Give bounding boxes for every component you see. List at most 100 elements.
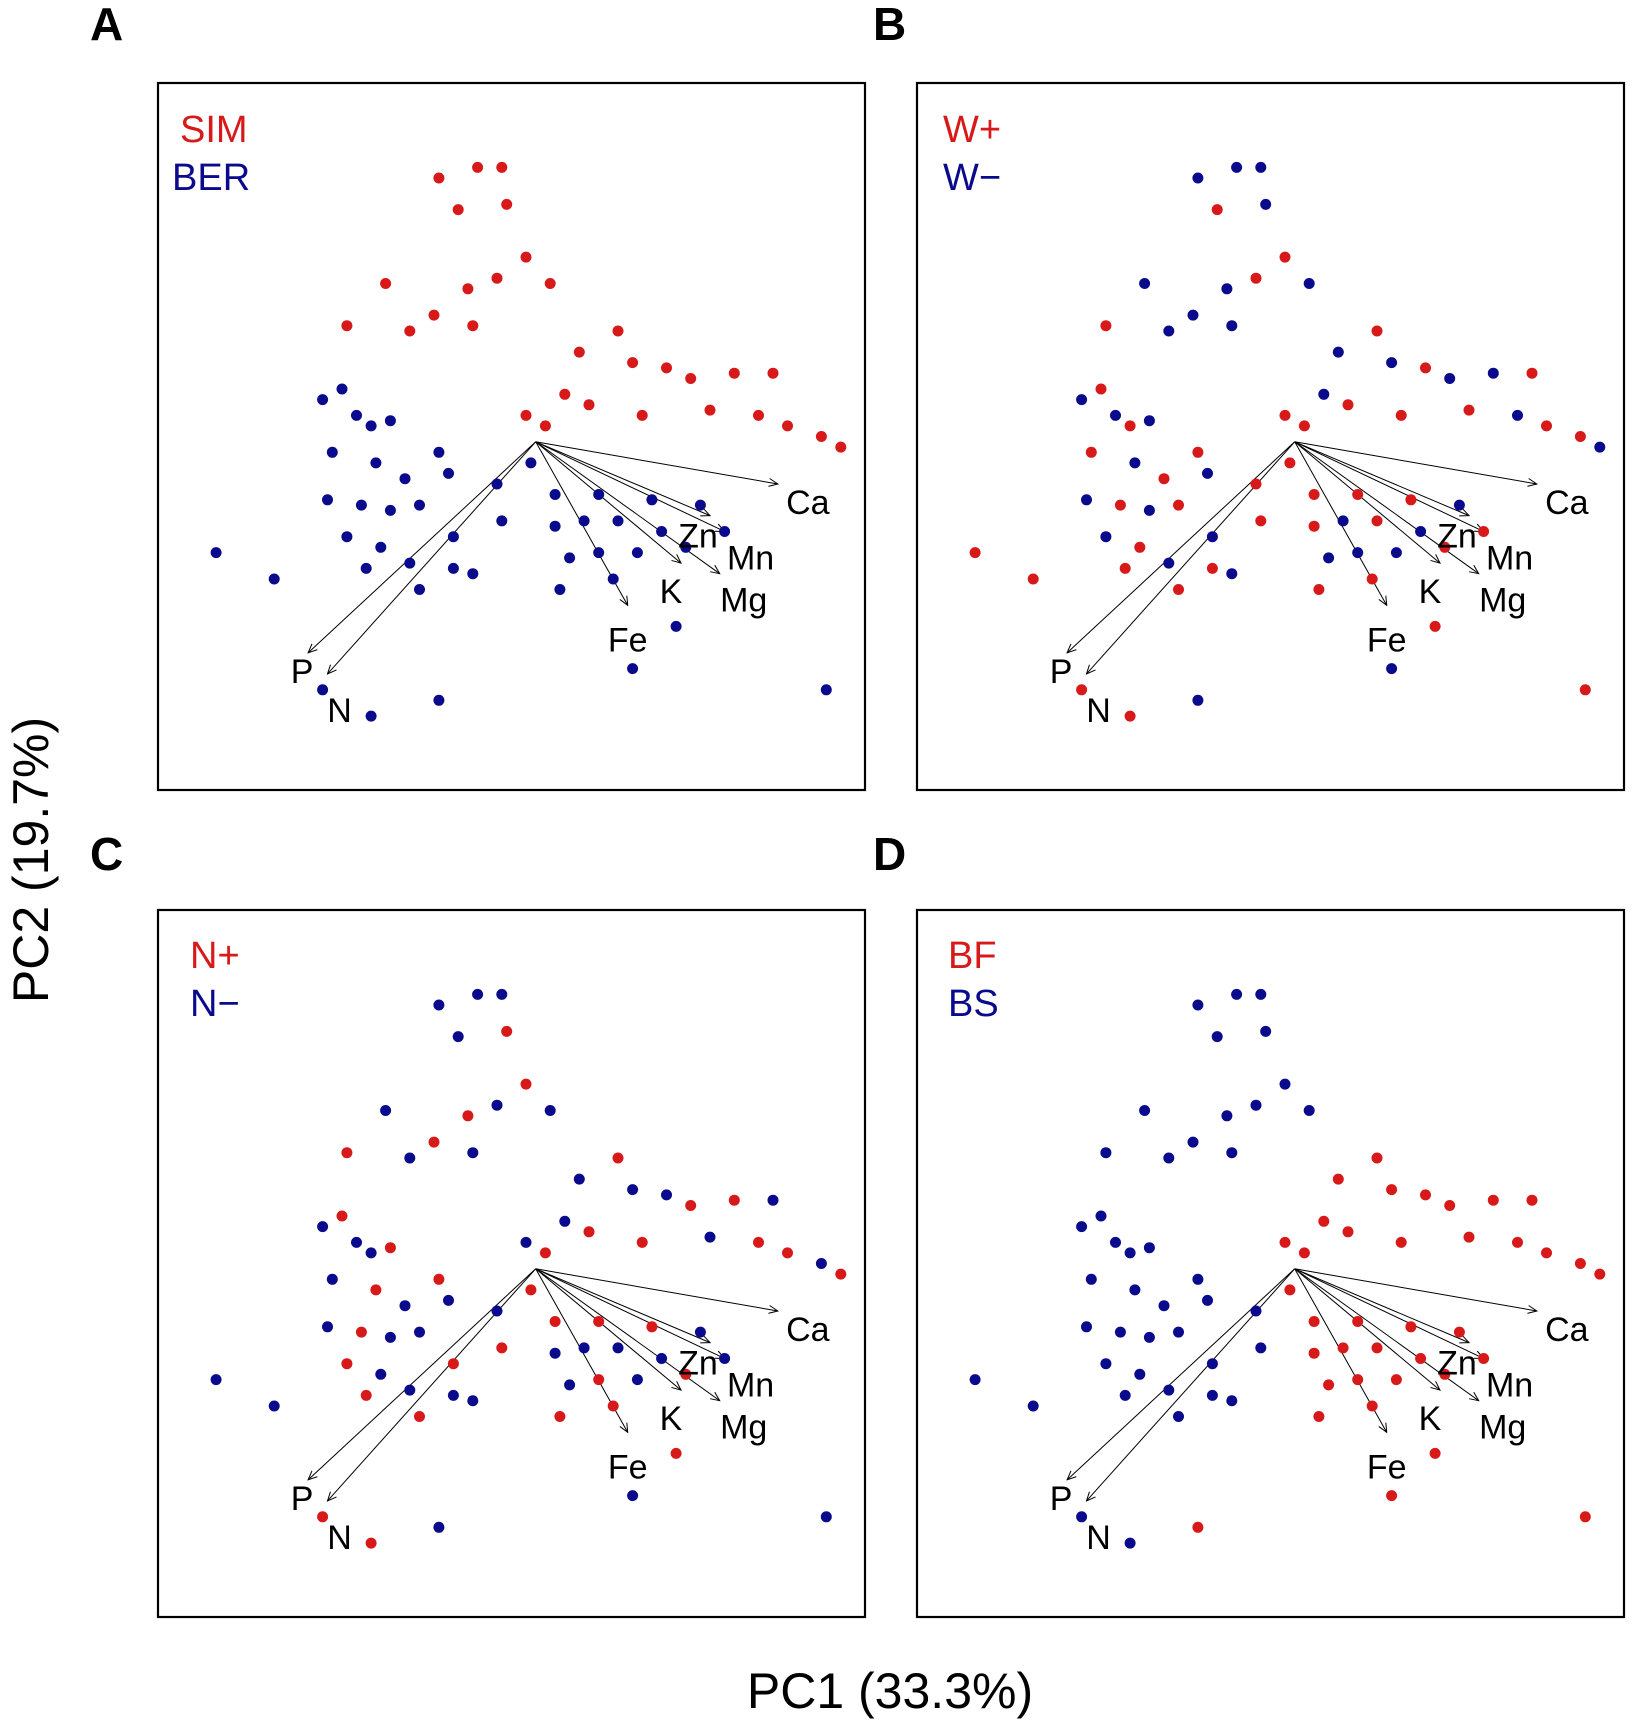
data-point <box>1487 367 1499 379</box>
data-point <box>452 1031 464 1043</box>
data-point <box>1415 1353 1427 1364</box>
data-point <box>680 1368 692 1380</box>
data-point <box>1318 388 1330 400</box>
data-point <box>1139 278 1151 289</box>
data-point <box>443 467 454 479</box>
plot-frame <box>156 81 867 792</box>
data-point <box>414 1411 425 1422</box>
loading-arrows <box>1067 441 1537 674</box>
data-point <box>719 1353 731 1364</box>
data-point <box>351 1236 362 1248</box>
loading-arrow-ca <box>535 441 778 484</box>
data-point <box>704 404 716 416</box>
data-point <box>1444 373 1456 384</box>
data-point <box>578 1342 590 1354</box>
data-point <box>1173 499 1184 511</box>
data-point <box>1143 504 1155 516</box>
loading-label-ca: Ca <box>786 1311 830 1349</box>
loading-arrow-p <box>308 441 537 653</box>
data-point <box>317 394 329 406</box>
data-point <box>1202 467 1213 479</box>
data-point <box>1129 1284 1141 1296</box>
data-point <box>326 446 338 458</box>
data-point <box>1308 1347 1320 1359</box>
data-point <box>433 999 445 1011</box>
data-point <box>467 320 479 332</box>
data-point <box>341 1147 353 1159</box>
data-point <box>1250 1099 1262 1111</box>
data-point <box>268 573 280 585</box>
loading-label-k: K <box>660 1400 683 1438</box>
data-point <box>1478 526 1490 537</box>
data-point <box>1371 515 1383 527</box>
loading-arrow-p <box>308 1268 537 1480</box>
data-point <box>1390 547 1402 559</box>
data-point <box>1192 1521 1204 1533</box>
data-point <box>1405 1321 1417 1333</box>
data-point <box>554 1411 566 1422</box>
plot-frame <box>915 81 1626 792</box>
data-point <box>1371 325 1383 337</box>
data-point <box>680 541 692 553</box>
loading-arrow-k <box>535 1268 681 1390</box>
data-point <box>1487 1194 1499 1206</box>
data-point <box>1453 1326 1465 1338</box>
data-point <box>1255 1342 1267 1354</box>
data-point <box>1342 399 1354 411</box>
data-point <box>1386 663 1398 675</box>
data-point <box>1163 325 1175 337</box>
data-point <box>375 541 387 553</box>
data-point <box>753 409 764 421</box>
loading-label-k: K <box>1419 573 1442 611</box>
loading-label-mn: Mn <box>1486 540 1533 578</box>
panel-letter-a: A <box>90 0 123 50</box>
data-point <box>559 388 571 400</box>
data-point <box>1206 531 1218 543</box>
data-point <box>1429 620 1441 632</box>
loading-label-n: N <box>327 1519 352 1557</box>
data-point <box>1206 1358 1218 1370</box>
data-point <box>384 1242 396 1254</box>
loading-label-zn: Zn <box>678 1345 718 1383</box>
loading-label-p: P <box>1050 1480 1073 1518</box>
legend-group2: N− <box>190 983 240 1025</box>
data-point <box>1124 710 1136 722</box>
data-point <box>1221 283 1233 295</box>
data-point <box>1100 320 1112 332</box>
legend-group1: W+ <box>943 109 1001 151</box>
data-point <box>564 552 576 564</box>
data-point <box>1110 409 1121 421</box>
data-point <box>491 1305 503 1317</box>
data-point <box>1192 694 1204 706</box>
data-point <box>767 367 779 379</box>
data-point <box>404 557 416 569</box>
loading-arrow-zn <box>1294 441 1469 516</box>
data-point <box>593 1374 605 1386</box>
data-point <box>1313 1411 1325 1422</box>
data-point <box>341 320 353 332</box>
data-point <box>375 1368 387 1380</box>
loading-arrow-zn <box>535 441 710 516</box>
data-point <box>1594 1268 1606 1280</box>
data-point <box>447 1358 459 1370</box>
loading-arrow-ca <box>1294 1268 1537 1311</box>
data-point <box>1574 1258 1586 1269</box>
loading-label-ca: Ca <box>786 484 830 522</box>
data-point <box>835 1268 847 1280</box>
data-point <box>1250 272 1262 284</box>
loading-arrow-p <box>1067 441 1296 653</box>
data-point <box>336 1210 348 1222</box>
data-point <box>1100 1147 1112 1159</box>
data-point <box>1124 1537 1136 1549</box>
data-point <box>1284 1284 1296 1296</box>
legend-group1: SIM <box>180 109 248 151</box>
data-point <box>1143 1331 1155 1343</box>
data-point <box>559 1215 571 1227</box>
data-point <box>365 1247 377 1259</box>
data-point <box>1463 404 1475 416</box>
loading-arrow-mn <box>1294 441 1484 532</box>
data-point <box>525 1284 537 1296</box>
data-point <box>631 547 643 559</box>
